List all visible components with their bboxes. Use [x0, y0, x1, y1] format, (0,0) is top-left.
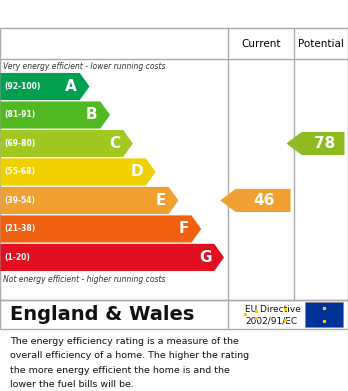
Text: Very energy efficient - lower running costs: Very energy efficient - lower running co… — [3, 62, 166, 71]
Polygon shape — [0, 73, 89, 100]
Polygon shape — [0, 215, 201, 242]
Text: lower the fuel bills will be.: lower the fuel bills will be. — [10, 380, 134, 389]
Polygon shape — [286, 132, 345, 155]
Polygon shape — [0, 187, 179, 214]
Text: Potential: Potential — [298, 39, 344, 49]
Text: (81-91): (81-91) — [5, 111, 36, 120]
Text: overall efficiency of a home. The higher the rating: overall efficiency of a home. The higher… — [10, 351, 250, 360]
Text: Energy Efficiency Rating: Energy Efficiency Rating — [10, 5, 239, 23]
Text: (21-38): (21-38) — [5, 224, 36, 233]
Text: D: D — [130, 165, 143, 179]
Polygon shape — [0, 158, 156, 186]
Text: The energy efficiency rating is a measure of the: The energy efficiency rating is a measur… — [10, 337, 239, 346]
Polygon shape — [0, 101, 110, 129]
Text: (55-68): (55-68) — [5, 167, 35, 176]
Text: G: G — [199, 250, 212, 265]
Text: F: F — [178, 221, 189, 237]
Bar — [304, 302, 343, 327]
Text: England & Wales: England & Wales — [10, 305, 195, 324]
Text: (69-80): (69-80) — [5, 139, 36, 148]
Text: (39-54): (39-54) — [5, 196, 35, 205]
Text: 46: 46 — [254, 193, 275, 208]
Text: A: A — [65, 79, 77, 94]
Text: EU Directive: EU Directive — [245, 305, 301, 314]
Polygon shape — [0, 130, 133, 157]
Text: B: B — [86, 108, 97, 122]
Text: E: E — [156, 193, 166, 208]
Text: (92-100): (92-100) — [5, 82, 41, 91]
Text: 2002/91/EC: 2002/91/EC — [245, 316, 298, 325]
Polygon shape — [0, 244, 224, 271]
Text: (1-20): (1-20) — [5, 253, 30, 262]
Text: 78: 78 — [314, 136, 335, 151]
Text: the more energy efficient the home is and the: the more energy efficient the home is an… — [10, 366, 230, 375]
Text: C: C — [109, 136, 120, 151]
Polygon shape — [220, 189, 291, 212]
Text: Current: Current — [241, 39, 281, 49]
Text: Not energy efficient - higher running costs: Not energy efficient - higher running co… — [3, 275, 166, 284]
